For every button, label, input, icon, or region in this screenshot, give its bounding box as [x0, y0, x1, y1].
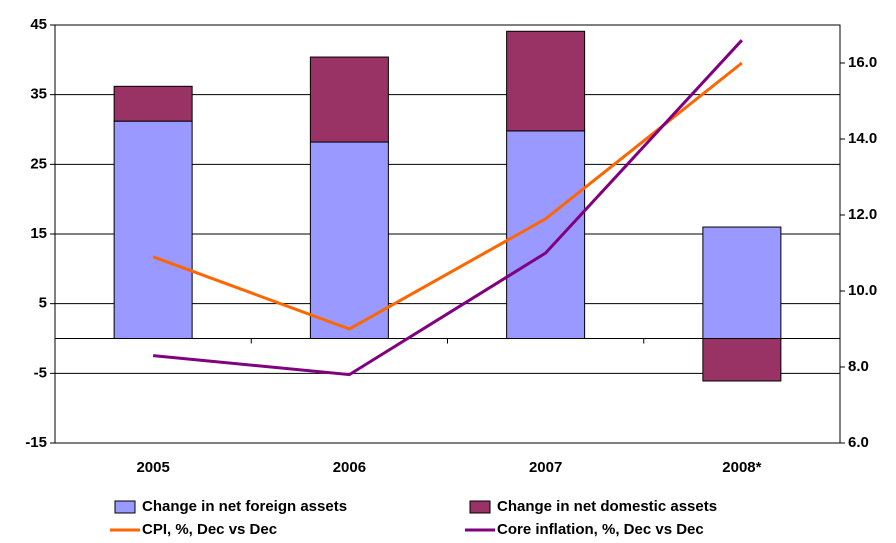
bar [309, 56, 389, 143]
y2-tick-label: 14.0 [848, 130, 877, 147]
y-tick-label: -5 [34, 364, 47, 381]
x-tick-label: 2007 [529, 459, 562, 476]
bar [702, 338, 782, 382]
y-tick-label: 25 [30, 155, 47, 172]
bar [309, 141, 389, 339]
legend-label: Change in net domestic assets [497, 498, 717, 515]
bar [506, 30, 586, 132]
bar [702, 226, 782, 340]
bar [113, 120, 193, 339]
legend-label: CPI, %, Dec vs Dec [142, 521, 277, 538]
line [152, 39, 743, 377]
legend-label: Change in net foreign assets [142, 498, 347, 515]
x-tick-label: 2006 [333, 459, 366, 476]
y2-tick-label: 6.0 [848, 434, 869, 451]
legend-swatch [114, 500, 136, 514]
y-tick-label: 45 [30, 16, 47, 33]
y2-tick-label: 12.0 [848, 206, 877, 223]
x-tick-label: 2008* [722, 459, 761, 476]
legend-swatch [469, 500, 491, 514]
y2-tick-label: 8.0 [848, 358, 869, 375]
y-tick-label: 15 [30, 225, 47, 242]
x-tick-label: 2005 [136, 459, 169, 476]
bar [113, 85, 193, 122]
y-tick-label: 5 [39, 295, 47, 312]
y-tick-label: -15 [25, 434, 47, 451]
y2-tick-label: 10.0 [848, 282, 877, 299]
legend-label: Core inflation, %, Dec vs Dec [497, 521, 704, 538]
line [152, 61, 743, 331]
y-tick-label: 35 [30, 86, 47, 103]
plot-border [54, 24, 841, 444]
y2-tick-label: 16.0 [848, 54, 877, 71]
